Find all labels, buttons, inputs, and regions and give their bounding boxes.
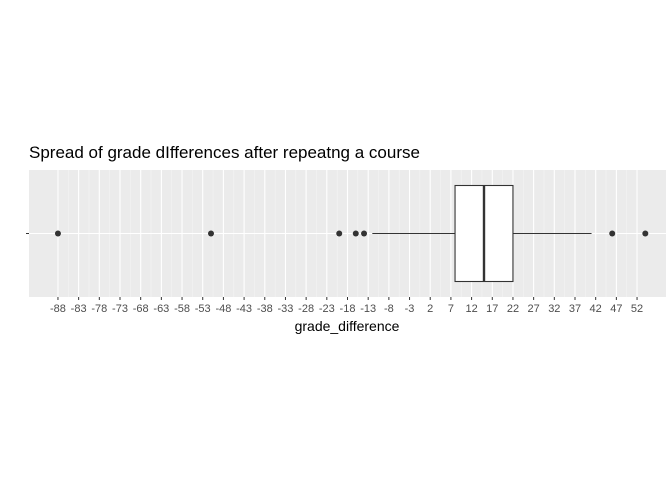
x-tick-label: 37 (569, 303, 581, 315)
x-tick-label: -8 (384, 303, 394, 315)
x-tick-label: -48 (215, 303, 231, 315)
x-tick-label: -88 (50, 303, 66, 315)
x-tick-label: -43 (236, 303, 252, 315)
x-tick-label: -83 (71, 303, 87, 315)
chart-title: Spread of grade dIfferences after repeat… (29, 143, 420, 162)
outlier-point (336, 230, 343, 237)
x-tick-label: 22 (507, 303, 519, 315)
x-tick-label: 27 (528, 303, 540, 315)
x-tick-label: -73 (112, 303, 128, 315)
x-tick-label: 7 (448, 303, 454, 315)
x-tick-label: -38 (257, 303, 273, 315)
outlier-point (208, 230, 214, 237)
x-tick-label: 32 (548, 303, 560, 315)
x-tick-label: -63 (153, 303, 169, 315)
x-axis-ticks: -88 -83 -78 -73 -68 -63 -58 -53 -48 -43 -38 -33 -28-… (50, 297, 643, 315)
x-tick-label: 12 (465, 303, 477, 315)
x-tick-label: -28 (298, 303, 314, 315)
x-tick-label: 17 (486, 303, 498, 315)
x-tick-label: -18 (340, 303, 356, 315)
x-tick-label: 47 (610, 303, 622, 315)
x-tick-label: -68 (133, 303, 149, 315)
x-tick-label: -33 (278, 303, 294, 315)
x-tick-label: -3 (405, 303, 415, 315)
x-tick-label: -78 (91, 303, 107, 315)
x-tick-label: -53 (195, 303, 211, 315)
outlier-point (642, 230, 649, 237)
outlier-point (54, 230, 61, 237)
box-marks (54, 184, 649, 283)
x-tick-label: 2 (427, 303, 433, 315)
x-tick-label: -23 (319, 303, 335, 315)
outlier-point (352, 230, 359, 237)
x-tick-label: -58 (174, 303, 190, 315)
outlier-point (361, 230, 368, 237)
x-tick-label: -13 (360, 303, 376, 315)
x-tick-label: 42 (590, 303, 602, 315)
x-axis-title: grade_difference (295, 318, 400, 334)
x-tick-label: 52 (631, 303, 643, 315)
outlier-point (609, 230, 616, 237)
